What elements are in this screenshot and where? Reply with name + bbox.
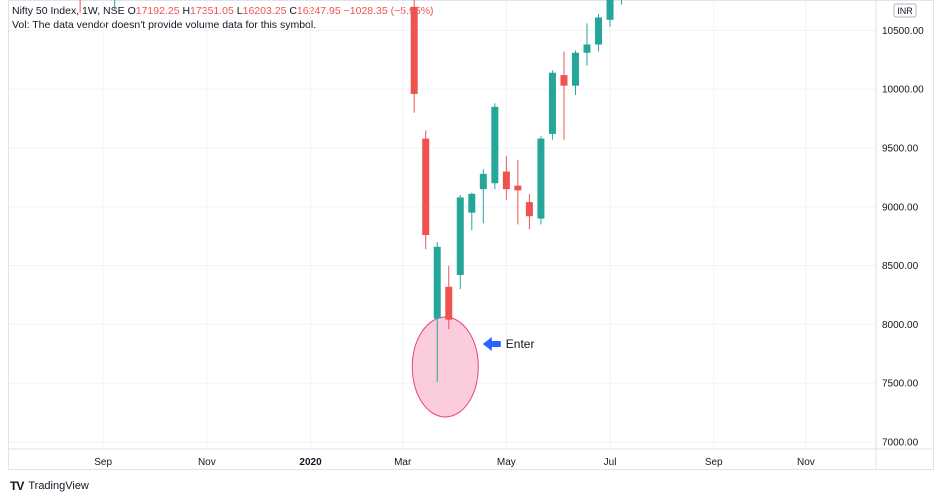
volume-note: Vol: The data vendor doesn't provide vol… bbox=[12, 19, 317, 31]
x-tick-label: Nov bbox=[198, 457, 216, 468]
y-tick-label: 8000.00 bbox=[882, 320, 919, 331]
y-tick-label: 7500.00 bbox=[882, 379, 919, 390]
chart-frame bbox=[8, 0, 934, 470]
currency-badge bbox=[893, 3, 917, 18]
candle-body bbox=[433, 246, 441, 319]
candle-body bbox=[571, 52, 579, 86]
x-tick-label: Sep bbox=[94, 457, 112, 468]
y-tick-label: 7000.00 bbox=[882, 438, 919, 449]
close-value: 16247.95 bbox=[296, 5, 341, 17]
x-tick-label: Nov bbox=[797, 457, 815, 468]
x-tick-label: Jul bbox=[604, 457, 617, 468]
candle-body bbox=[479, 173, 487, 190]
candle-body bbox=[445, 286, 453, 320]
y-tick-label: 10000.00 bbox=[882, 85, 924, 96]
candle-body bbox=[491, 106, 499, 184]
tradingview-logo-icon[interactable]: TV bbox=[10, 479, 24, 493]
x-tick-label: May bbox=[497, 457, 516, 468]
candle-body bbox=[560, 75, 568, 86]
open-value: 17192.25 bbox=[135, 5, 180, 17]
y-tick-label: 8500.00 bbox=[882, 261, 919, 272]
x-tick-label: Mar bbox=[394, 457, 412, 468]
x-tick-label: 2020 bbox=[299, 457, 322, 468]
highlight-ellipse bbox=[411, 316, 479, 418]
symbol-title: Nifty 50 Index, 1W, NSE bbox=[12, 5, 125, 17]
candle-body bbox=[422, 138, 430, 236]
enter-arrow-icon bbox=[482, 337, 501, 351]
enter-label: Enter bbox=[506, 337, 535, 351]
candle-body bbox=[548, 72, 556, 134]
x-tick-label: Sep bbox=[705, 457, 723, 468]
candle-body bbox=[514, 185, 522, 191]
candle-body bbox=[606, 0, 614, 20]
candle-body bbox=[583, 44, 591, 53]
low-label: L bbox=[236, 5, 243, 17]
high-value: 17351.05 bbox=[190, 5, 234, 17]
y-tick-label: 9500.00 bbox=[882, 144, 919, 155]
close-label: C bbox=[289, 5, 297, 17]
open-label: O bbox=[127, 5, 136, 17]
currency-label: INR bbox=[897, 6, 913, 16]
candle-body bbox=[502, 171, 510, 190]
candle-body bbox=[456, 197, 464, 276]
low-value: 16203.25 bbox=[242, 5, 287, 17]
high-label: H bbox=[182, 5, 191, 17]
candle-body bbox=[410, 6, 418, 94]
candle-body bbox=[537, 138, 545, 219]
brand-label[interactable]: TradingView bbox=[28, 480, 89, 492]
y-tick-label: 10500.00 bbox=[882, 26, 924, 37]
y-tick-label: 9000.00 bbox=[882, 202, 919, 213]
footer: TV TradingView bbox=[10, 479, 89, 493]
candle-body bbox=[468, 193, 476, 213]
candle-body bbox=[595, 17, 603, 45]
candle-body bbox=[525, 202, 533, 217]
